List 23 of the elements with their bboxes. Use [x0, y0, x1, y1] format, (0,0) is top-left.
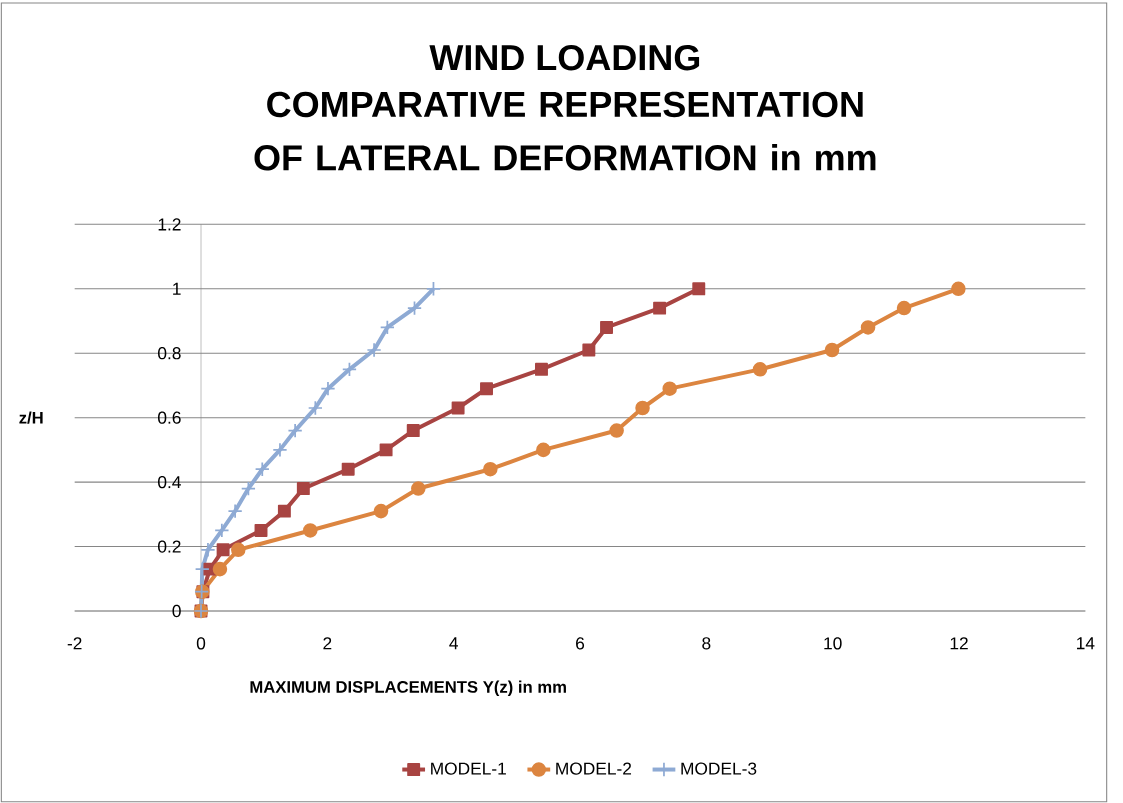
- x-axis-title: MAXIMUM DISPLACEMENTS Y(z) in mm: [250, 680, 566, 697]
- y-tick-label: 0.8: [158, 347, 181, 360]
- x-tick-label: 2: [323, 637, 332, 650]
- chart-title: WIND LOADING: [429, 44, 700, 71]
- y-tick-label: 0: [172, 604, 181, 618]
- y-axis-title: z/H: [19, 411, 43, 424]
- y-tick-label: 0.2: [158, 540, 181, 553]
- x-tick-label: 10: [824, 637, 842, 650]
- x-tick-label: 0: [196, 637, 206, 650]
- legend-label: MODEL-3: [681, 762, 757, 775]
- chart-subtitle: COMPARATIVE REPRESENTATION OF LATERAL DEFORMATION in mm: [254, 91, 876, 171]
- x-tick-label: 4: [449, 637, 458, 650]
- x-tick-label: 6: [576, 637, 585, 650]
- y-tick-label: 0.4: [158, 475, 181, 489]
- y-tick-label: 1: [173, 282, 181, 295]
- x-tick-label: 14: [1077, 637, 1095, 650]
- x-tick-label: -2: [67, 637, 82, 650]
- y-tick-label: 0.6: [158, 411, 181, 424]
- legend-label: MODEL-2: [556, 762, 632, 775]
- x-tick-label: 8: [702, 637, 711, 650]
- x-tick-label: 12: [950, 637, 968, 650]
- legend-label: MODEL-1: [431, 762, 506, 775]
- y-tick-label: 1.2: [158, 218, 181, 231]
